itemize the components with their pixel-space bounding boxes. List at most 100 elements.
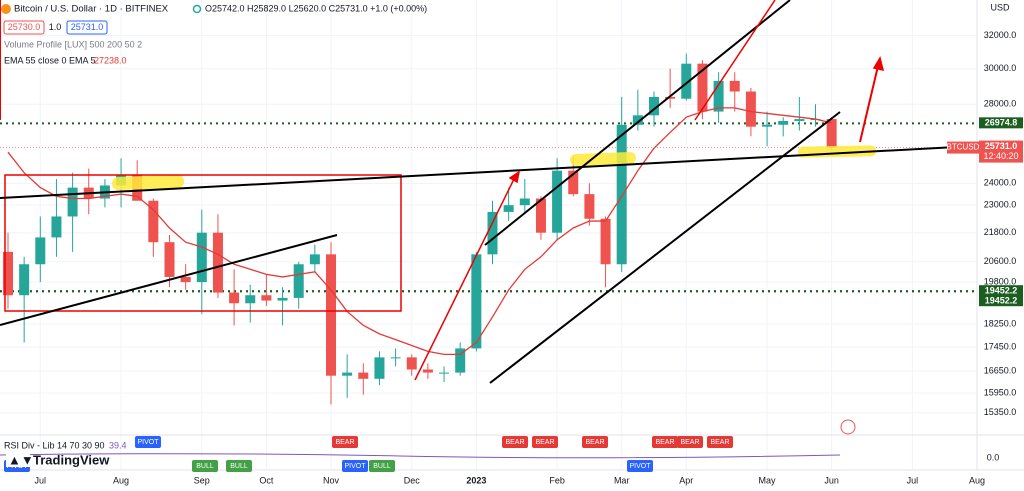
signal-label: PIVOT bbox=[629, 463, 651, 470]
x-tick-label: Sep bbox=[194, 475, 210, 485]
y-tick-label: 15350.0 bbox=[984, 407, 1017, 417]
indicator[interactable]: EMA 55 close 0 EMA 5 bbox=[4, 55, 96, 65]
candle-body bbox=[584, 194, 595, 219]
candle-body bbox=[3, 251, 13, 296]
candle-body bbox=[552, 170, 563, 233]
signal-label: BULL bbox=[230, 463, 248, 470]
signal-badge bbox=[192, 460, 218, 472]
ema-value: 27238.0 bbox=[94, 55, 127, 65]
signal-label: BEAR bbox=[335, 439, 354, 446]
rsi-axis-label: 0.0 bbox=[987, 452, 1000, 462]
candle-body bbox=[196, 232, 207, 283]
ask[interactable]: 25731.0 bbox=[71, 22, 104, 32]
candle-body bbox=[762, 124, 773, 127]
header: Bitcoin / U.S. Dollar · 1D · BITFINEX O2… bbox=[1, 3, 427, 65]
signal-badge bbox=[135, 436, 161, 448]
y-tick-label: 30000.0 bbox=[984, 63, 1017, 73]
y-tick-label: 28000.0 bbox=[984, 99, 1017, 109]
y-tick-label: 24000.0 bbox=[984, 178, 1017, 188]
signals: PIVOT PIVOT BULL BULL BEAR PIVOT BULL BEAR BEAR B… bbox=[4, 436, 733, 472]
candle-body bbox=[212, 232, 223, 293]
candle-body bbox=[600, 218, 611, 265]
y-tick-label: 15950.0 bbox=[984, 387, 1017, 397]
candle-body bbox=[326, 254, 336, 376]
candle-body bbox=[729, 80, 740, 92]
spread: 1.0 bbox=[49, 22, 62, 32]
signal-label: BULL bbox=[373, 463, 391, 470]
candle-body bbox=[649, 96, 659, 116]
candle-body bbox=[778, 120, 789, 125]
candle-body bbox=[568, 170, 579, 195]
candle-body bbox=[358, 372, 369, 379]
candle-body bbox=[374, 357, 385, 379]
candle-body bbox=[665, 96, 676, 99]
y-tick-label: 16650.0 bbox=[984, 365, 1017, 375]
signal-badge bbox=[707, 436, 733, 448]
candle-body bbox=[309, 254, 320, 265]
candle-body bbox=[293, 264, 304, 298]
x-tick-label: Mar bbox=[614, 475, 630, 485]
candle-body bbox=[229, 292, 240, 304]
y-tick-label: 20600.0 bbox=[984, 256, 1017, 266]
candle-body bbox=[406, 357, 417, 370]
signal-label: BEAR bbox=[585, 439, 604, 446]
signal-badge bbox=[652, 436, 678, 448]
candle-body bbox=[697, 63, 708, 112]
candle-body bbox=[681, 63, 692, 99]
candle-body bbox=[390, 357, 401, 359]
candle-body bbox=[342, 372, 353, 376]
candle-body bbox=[794, 119, 805, 121]
candle-body bbox=[180, 276, 191, 283]
candle-body bbox=[745, 91, 756, 127]
signal-badge bbox=[332, 436, 358, 448]
currency: USD bbox=[990, 2, 1010, 12]
ohlc: O25742.0 H25829.0 L25620.0 C25731.0 +1.0… bbox=[205, 3, 427, 13]
logo-text: TradingView bbox=[33, 452, 110, 467]
event-icon[interactable] bbox=[840, 419, 856, 435]
symbol-title: Bitcoin / U.S. Dollar · 1D · BITFINEX bbox=[14, 4, 169, 15]
x-tick-label: Aug bbox=[969, 475, 985, 485]
candle-body bbox=[471, 254, 482, 349]
x-tick-label: May bbox=[759, 475, 777, 485]
ema-line bbox=[7, 107, 832, 356]
x-tick-label: Oct bbox=[259, 475, 274, 485]
candle-body bbox=[503, 205, 514, 212]
level-tag bbox=[979, 117, 1023, 129]
candle-body bbox=[439, 372, 450, 374]
y-tick-label: 18250.0 bbox=[984, 318, 1017, 328]
x-tick-label: Feb bbox=[549, 475, 565, 485]
candle-body bbox=[455, 348, 466, 373]
candle-body bbox=[164, 242, 175, 277]
countdown: 12:40:20 bbox=[983, 151, 1018, 161]
candle-body bbox=[148, 200, 159, 243]
level-tag-label: 19452.2 bbox=[985, 296, 1018, 306]
candle-body bbox=[632, 115, 643, 125]
level-tag-label: 26974.8 bbox=[985, 118, 1018, 128]
signal-badge bbox=[342, 460, 368, 472]
signal-badge bbox=[226, 460, 252, 472]
drawings bbox=[0, 0, 976, 384]
candle-body bbox=[535, 198, 546, 233]
indicator[interactable]: Volume Profile [LUX] 500 200 50 2 bbox=[4, 39, 142, 49]
x-tick-label: Nov bbox=[323, 475, 340, 485]
price-axis bbox=[977, 0, 1024, 491]
signal-label: BEAR bbox=[680, 439, 699, 446]
candle-body bbox=[67, 187, 78, 217]
rsi-value: 39.4 bbox=[109, 440, 127, 450]
signal-label: BEAR bbox=[710, 439, 729, 446]
candle-body bbox=[826, 119, 837, 148]
svg-text:▲▼: ▲▼ bbox=[8, 452, 34, 467]
level-tag bbox=[979, 285, 1023, 297]
candle-body bbox=[713, 80, 724, 112]
signal-label: PIVOT bbox=[344, 463, 366, 470]
x-tick-label: Dec bbox=[404, 475, 421, 485]
price-tag-label: 25731.0 bbox=[985, 141, 1018, 151]
symbol-tag bbox=[947, 141, 979, 154]
x-tick-label: Aug bbox=[113, 475, 129, 485]
level-tag-label: 19452.2 bbox=[985, 286, 1018, 296]
bid[interactable]: 25730.0 bbox=[8, 22, 41, 32]
axis: 32000.0 30000.0 28000.0 24000.0 23000.0 21800… bbox=[35, 30, 1023, 485]
candle-body bbox=[261, 295, 272, 301]
signal-label: BEAR bbox=[505, 439, 524, 446]
candle-body bbox=[422, 369, 433, 373]
